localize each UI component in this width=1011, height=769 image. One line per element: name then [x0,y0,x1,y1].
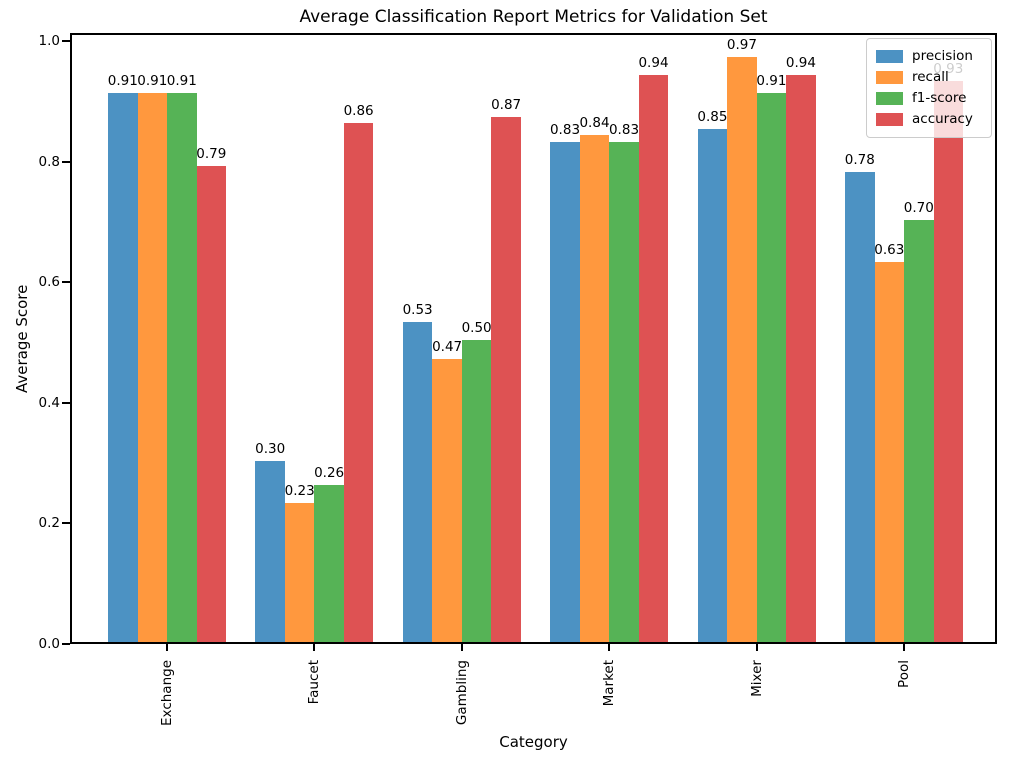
bar-recall-mixer [727,57,757,642]
x-tick-mark [460,644,463,651]
y-tick-mark [62,401,70,404]
bar-value-label: 0.63 [874,242,905,258]
legend-label: precision [912,48,973,64]
y-tick-mark [62,160,70,163]
legend-color-patch [876,50,903,63]
bar-precision-faucet [255,461,285,642]
x-tick-label-pool: Pool [896,660,912,688]
bar-recall-faucet [284,503,315,642]
bar-value-label: 0.83 [608,122,640,138]
bar-value-label: 0.78 [844,152,875,168]
bar-precision-gambling [402,322,433,642]
bar-accuracy-gambling [491,117,521,642]
legend-item-f1-score: f1-score [876,88,982,109]
legend-label: f1-score [912,90,967,106]
bar-accuracy-market [638,75,669,642]
bar-accuracy-pool [933,81,963,642]
bar-value-label: 0.79 [196,146,227,162]
bar-accuracy-faucet [343,123,374,642]
bar-value-label: 0.91 [107,73,138,89]
y-tick-label: 1.0 [38,33,60,49]
x-tick-label-exchange: Exchange [159,660,175,726]
legend-label: accuracy [912,111,973,127]
bar-f1-score-market [609,142,639,642]
bar-value-label: 0.87 [491,97,522,113]
bar-precision-market [550,142,580,642]
x-tick-mark [903,644,905,651]
x-tick-label-gambling: Gambling [453,660,470,726]
legend-item-accuracy: accuracy [876,109,982,130]
y-tick-mark [62,643,70,645]
bar-f1-score-pool [904,220,934,642]
bar-accuracy-exchange [196,166,226,642]
x-tick-label-market: Market [601,660,618,707]
bar-precision-exchange [108,93,138,642]
legend-label: recall [912,69,949,85]
bar-value-label: 0.91 [137,73,168,89]
bar-precision-mixer [697,129,728,642]
bar-value-label: 0.83 [549,122,581,138]
bar-recall-gambling [432,359,462,642]
y-tick-mark [62,281,70,284]
bar-value-label: 0.91 [756,73,787,89]
legend-item-recall: recall [876,67,982,88]
bar-value-label: 0.70 [903,200,934,216]
bar-f1-score-gambling [461,340,492,642]
bar-value-label: 0.86 [343,103,374,119]
chart-title: Average Classification Report Metrics fo… [299,7,768,27]
x-tick-label-faucet: Faucet [306,660,323,705]
bar-value-label: 0.85 [697,109,728,125]
y-tick-label: 0.2 [38,515,60,532]
x-tick-mark [313,644,316,651]
bar-f1-score-faucet [314,485,344,642]
bar-value-label: 0.47 [432,339,463,355]
bar-value-label: 0.30 [255,441,286,457]
plot-area: 0.91 0.30 0.53 0.83 0.85 0.78 0.91 0.23 0.47 0.84… [70,33,997,644]
x-tick-mark [755,644,758,651]
bar-accuracy-mixer [786,75,816,642]
y-tick-label: 0.0 [38,636,60,652]
x-tick-label-mixer: Mixer [748,660,765,697]
legend: precision recall f1-score accuracy [866,38,992,138]
bar-value-label: 0.94 [638,55,669,71]
bar-value-label: 0.26 [314,465,345,481]
x-tick-mark [608,644,611,651]
bar-f1-score-exchange [167,93,197,642]
y-axis-label: Average Score [13,284,31,393]
y-tick-label: 0.8 [38,153,60,170]
y-tick-mark [62,40,70,42]
x-tick-mark [166,644,168,651]
legend-color-patch [876,92,903,105]
bar-value-label: 0.91 [166,73,197,89]
legend-color-patch [876,113,903,126]
bar-recall-exchange [137,93,167,642]
bar-value-label: 0.84 [579,115,610,131]
bar-value-label: 0.97 [726,37,757,53]
x-axis-label: Category [499,733,568,751]
legend-color-patch [876,71,903,84]
bar-value-label: 0.94 [785,55,816,71]
y-tick-label: 0.6 [38,274,60,291]
bar-f1-score-mixer [756,93,787,642]
bar-value-label: 0.53 [402,302,433,318]
legend-item-precision: precision [876,46,982,67]
bar-recall-market [579,135,610,642]
bar-recall-pool [874,262,904,642]
bar-value-label: 0.50 [461,320,492,336]
bar-value-label: 0.23 [284,483,315,499]
y-tick-label: 0.4 [38,394,60,411]
bar-precision-pool [845,172,875,642]
y-tick-mark [62,522,70,525]
